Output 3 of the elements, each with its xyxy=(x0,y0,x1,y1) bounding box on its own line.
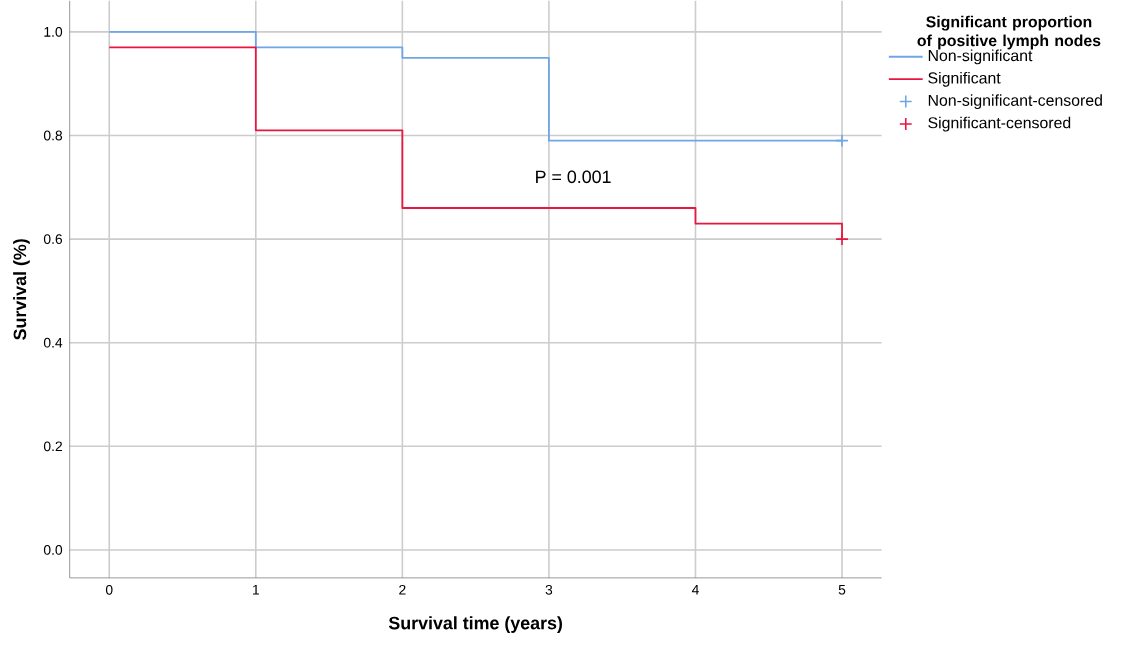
y-axis-title: Survival (%) xyxy=(13,239,30,341)
x-axis-title: Survival time (years) xyxy=(388,616,563,634)
annotation: P = 0.001 xyxy=(536,170,611,184)
